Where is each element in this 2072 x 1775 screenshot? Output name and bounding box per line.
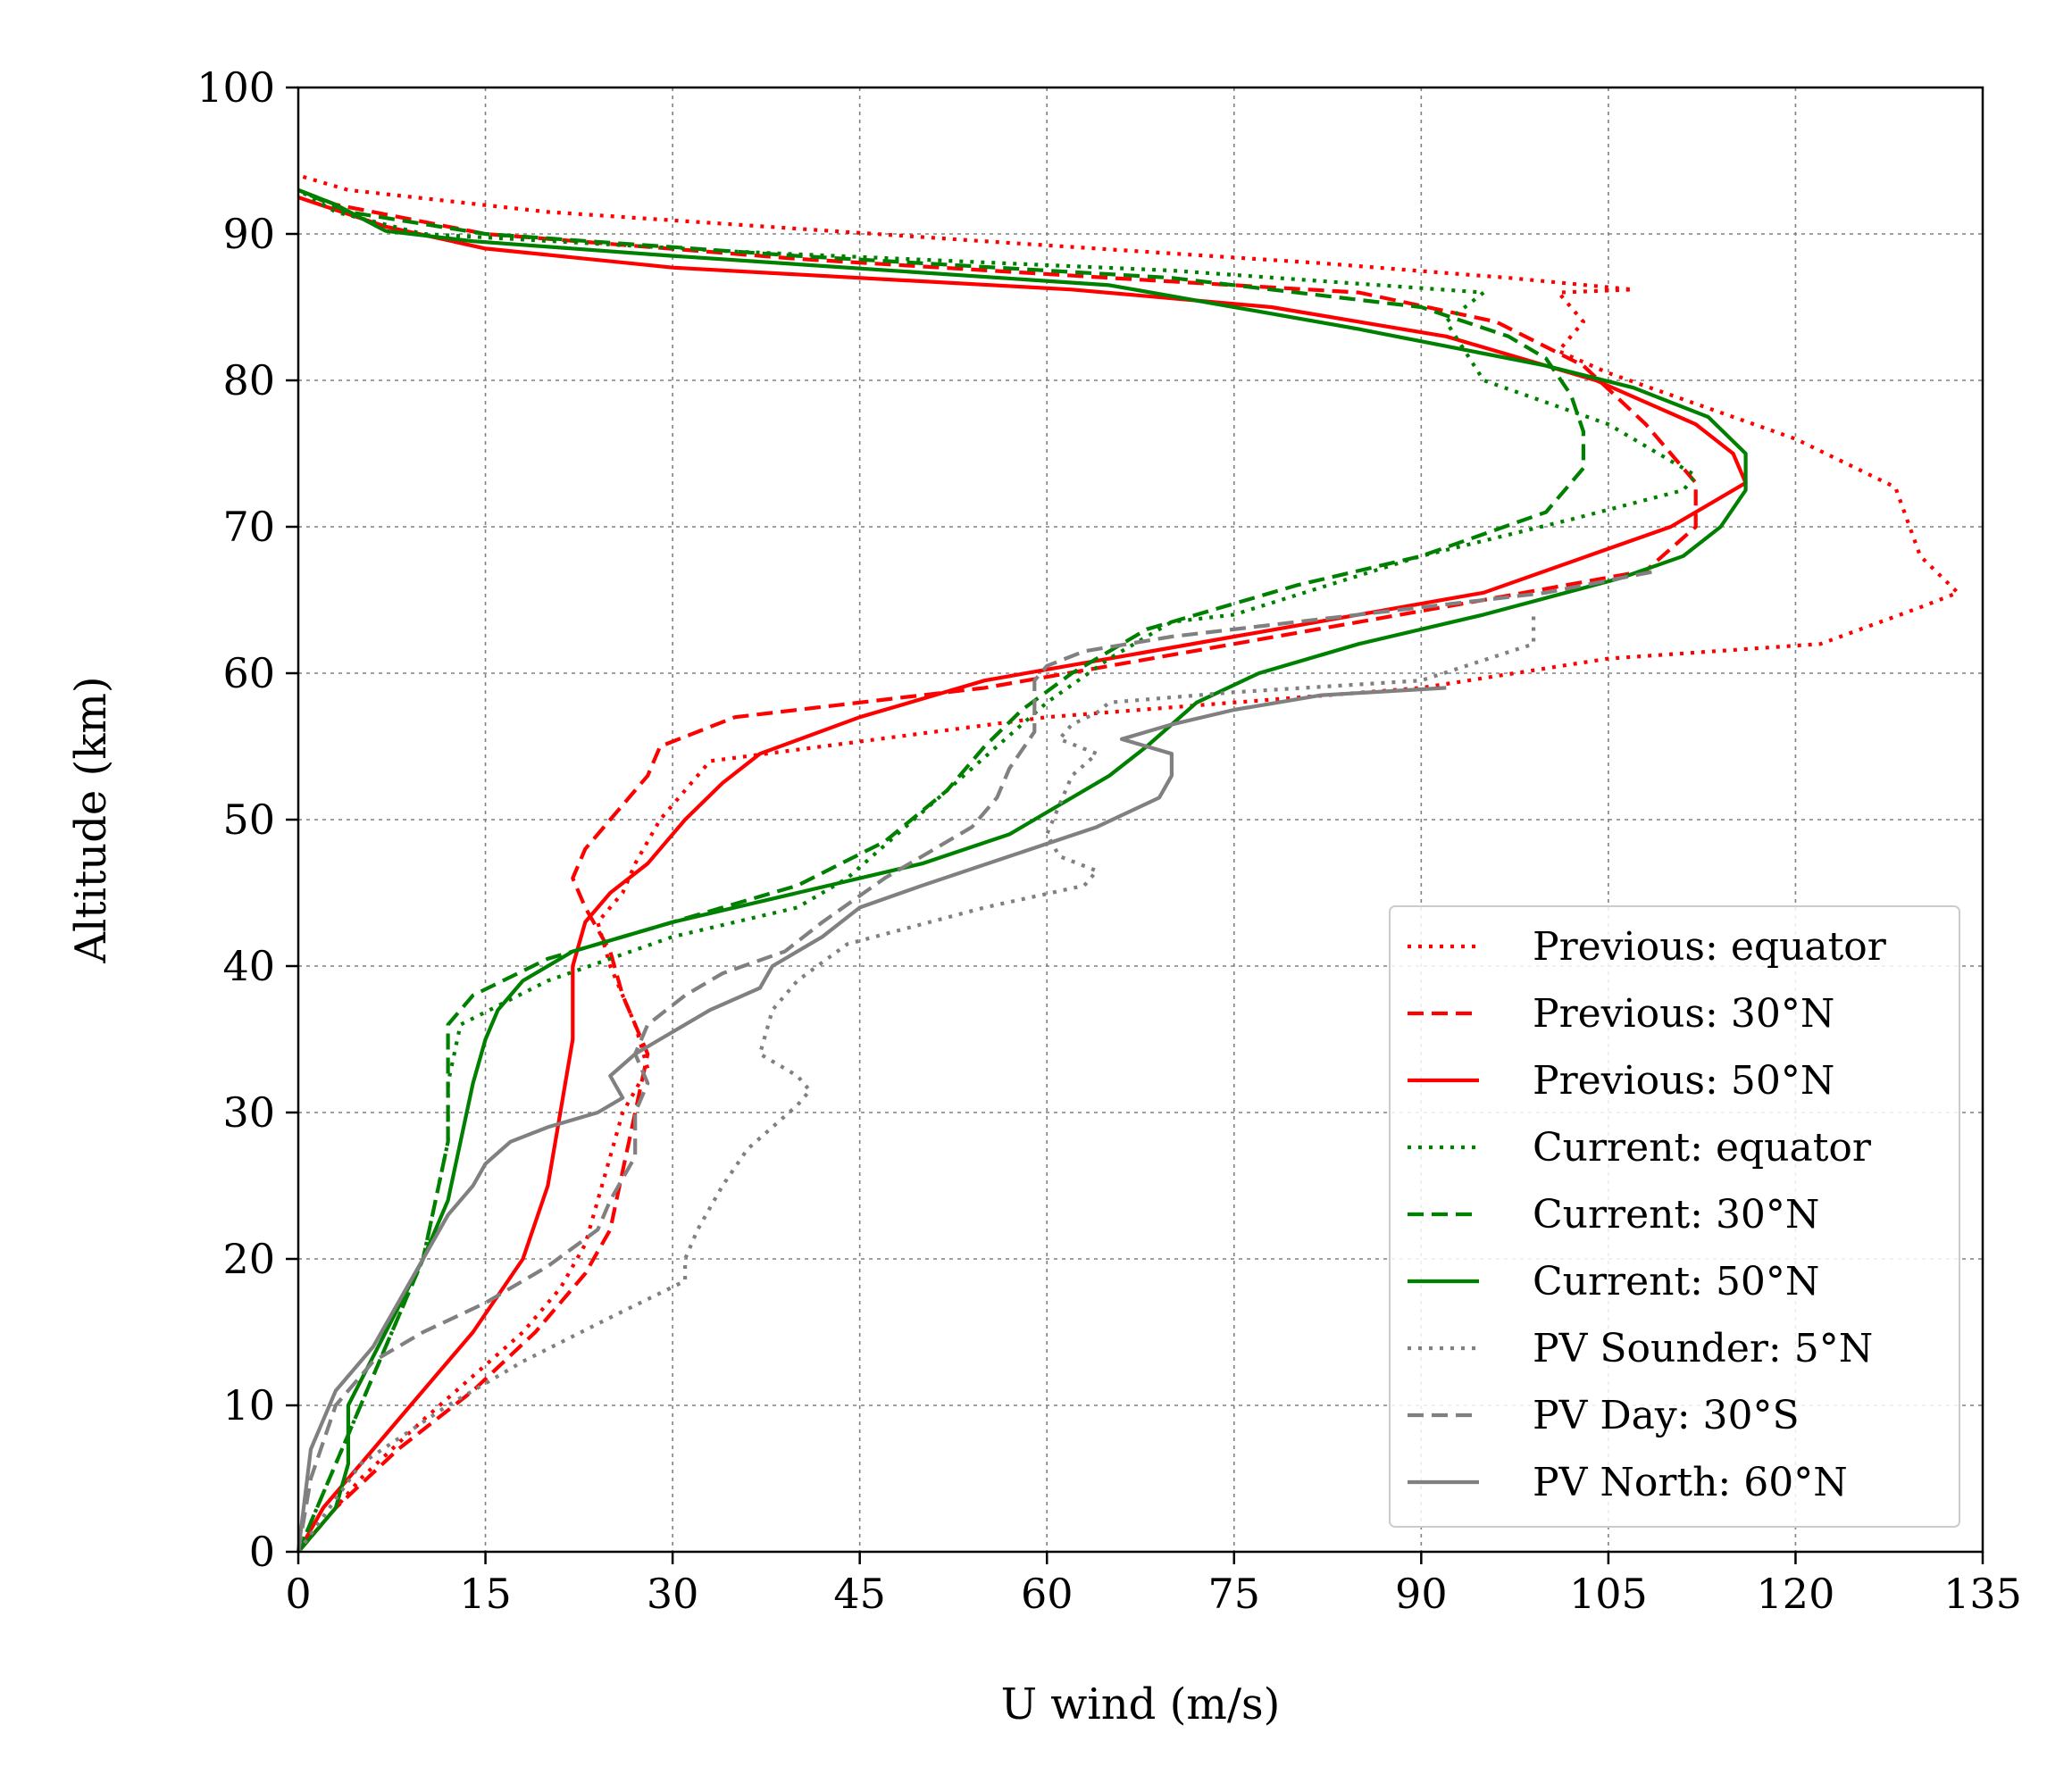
y-tick-label: 10 — [222, 1381, 275, 1429]
y-tick-label: 30 — [222, 1088, 275, 1137]
x-tick-label: 75 — [1208, 1570, 1261, 1618]
x-axis: 0 15 30 45 60 75 90 105 120 135 — [285, 1552, 2022, 1618]
series-line-7 — [296, 569, 1659, 1553]
y-axis: 0 10 20 30 40 50 60 70 80 90 100 — [196, 63, 298, 1576]
y-tick-label: 90 — [222, 210, 275, 258]
x-tick-label: 105 — [1569, 1570, 1648, 1618]
legend-label: Current: 30°N — [1533, 1192, 1819, 1238]
x-tick-label: 120 — [1757, 1570, 1835, 1618]
y-tick-label: 80 — [222, 356, 275, 404]
x-tick-label: 45 — [833, 1570, 886, 1618]
series-line-1 — [297, 188, 1698, 1554]
x-tick-label: 15 — [459, 1570, 512, 1618]
y-tick-label: 0 — [249, 1528, 275, 1576]
legend-label: PV North: 60°N — [1533, 1460, 1848, 1505]
legend-label: Current: equator — [1533, 1125, 1872, 1171]
x-tick-label: 0 — [285, 1570, 311, 1618]
series-line-4 — [297, 188, 1586, 1553]
legend-label: Previous: 50°N — [1533, 1058, 1834, 1104]
series-line-8 — [296, 686, 1447, 1553]
legend-label: Previous: 30°N — [1533, 991, 1834, 1037]
series-line-2 — [297, 196, 1748, 1554]
x-tick-label: 60 — [1021, 1570, 1074, 1618]
legend-label: Previous: equator — [1533, 924, 1887, 970]
y-tick-label: 60 — [222, 649, 275, 697]
y-tick-label: 50 — [222, 796, 275, 844]
x-tick-label: 30 — [647, 1570, 699, 1618]
y-tick-label: 20 — [222, 1235, 275, 1283]
series-line-0 — [297, 173, 1960, 1554]
legend: Previous: equator Previous: 30°N Previous:… — [1389, 905, 1960, 1528]
y-tick-label: 40 — [222, 942, 275, 990]
series-line-6 — [297, 614, 1536, 1554]
legend-label: Current: 50°N — [1533, 1259, 1819, 1304]
x-axis-label: U wind (m/s) — [1001, 1679, 1281, 1729]
legend-label: PV Sounder: 5°N — [1533, 1326, 1873, 1371]
grid — [298, 88, 1983, 1552]
plot-lines — [296, 173, 1960, 1554]
x-tick-label: 90 — [1395, 1570, 1448, 1618]
x-tick-label: 135 — [1943, 1570, 2022, 1618]
legend-label: PV Day: 30°S — [1533, 1393, 1800, 1438]
y-axis-label: Altitude (km) — [66, 676, 116, 963]
legend-frame — [1389, 905, 1960, 1528]
y-tick-label: 70 — [222, 503, 275, 551]
y-tick-label: 100 — [196, 63, 275, 112]
series-line-3 — [297, 188, 1698, 1553]
